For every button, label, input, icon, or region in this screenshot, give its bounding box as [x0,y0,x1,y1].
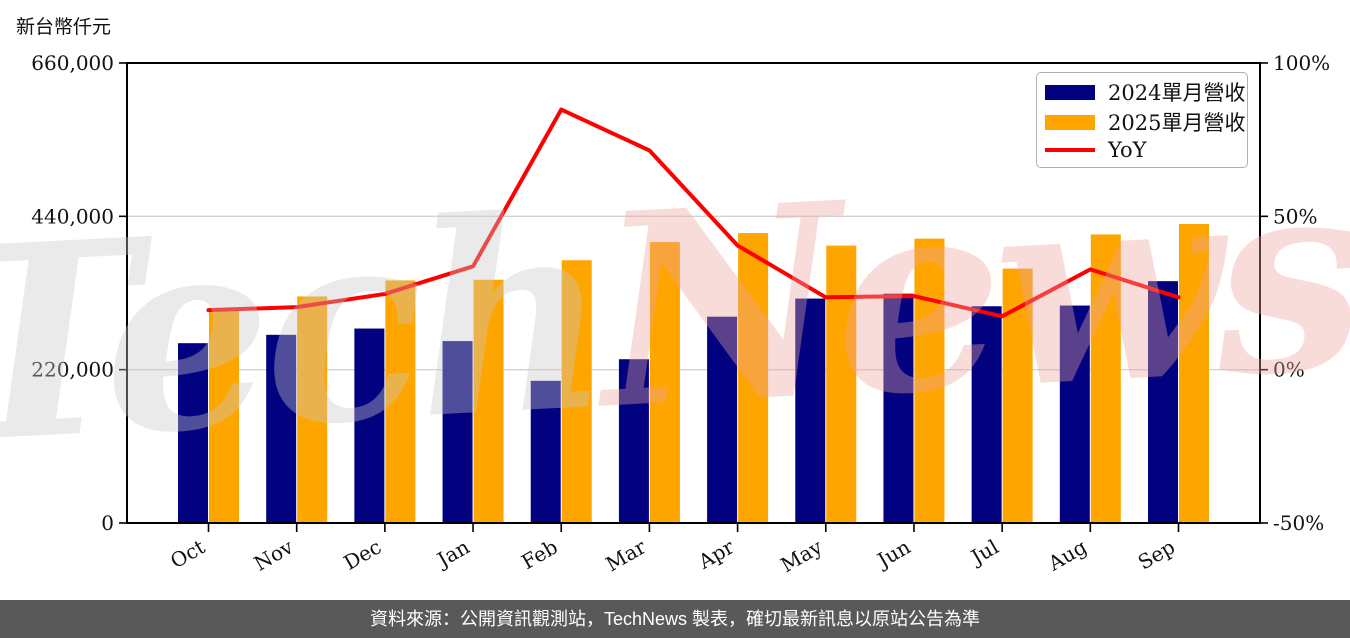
bar-2025單月營收-Feb [561,260,592,523]
bar-2024單月營收-Apr [707,316,738,523]
bar-2025單月營收-Aug [1090,234,1121,524]
legend-row-yoy: YoY [1045,137,1239,163]
bar-2024單月營收-Jul [971,306,1002,523]
bar-2024單月營收-Jan [442,341,473,523]
x-axis-label-Sep: Sep [1134,535,1179,575]
bar-2024單月營收-Aug [1059,305,1090,523]
bar-2025單月營收-Apr [738,233,769,523]
x-axis-label-Jun: Jun [871,534,914,573]
x-axis-label-Feb: Feb [517,535,561,574]
bar-2024單月營收-Nov [266,334,297,523]
legend-swatch-2025 [1045,114,1095,130]
pct-axis-label--50: -50% [1273,511,1324,535]
revenue-chart-svg: 0 220,000 440,000 660,000 -50% 0% 50% 100% Oct No… [31,51,1330,577]
bar-2025單月營收-Dec [385,280,416,523]
x-axis-label-Jul: Jul [965,535,1002,570]
x-axis-label-Aug: Aug [1043,534,1091,575]
y-axis-label-0: 0 [101,511,114,535]
bar-2024單月營收-Dec [354,328,385,523]
legend-row-2024: 2024單月營收 [1045,77,1245,107]
bar-2025單月營收-Jan [473,279,504,523]
x-axis-label-May: May [776,534,826,577]
y-axis-unit-label: 新台幣仟元 [16,16,112,38]
pct-axis-label-50: 50% [1273,204,1317,228]
bar-2025單月營收-Sep [1179,224,1209,523]
y-axis-label-220000: 220,000 [31,358,114,382]
source-caption: 資料來源：公開資訊觀測站，TechNews 製表，確切最新訊息以原站公告為準 [0,600,1350,638]
pct-axis-label-0: 0% [1273,358,1305,382]
bar-2024單月營收-May [795,298,826,523]
bar-2025單月營收-Jul [1002,268,1033,523]
bar-2025單月營收-Nov [297,296,328,523]
y-axis-label-440000: 440,000 [31,204,114,228]
bar-2025單月營收-Oct [209,308,239,523]
y-axis-label-660000: 660,000 [31,51,114,75]
x-axis-label-Mar: Mar [602,534,651,576]
bar-2025單月營收-Mar [649,242,680,523]
bar-2024單月營收-Feb [530,380,561,523]
chart-legend: 2024單月營收 2025單月營收 YoY [1036,72,1248,168]
bar-2024單月營收-Oct [178,343,208,523]
bar-2025單月營收-May [826,245,857,523]
legend-line-yoy [1045,148,1095,152]
bar-2024單月營收-Sep [1148,281,1178,523]
yoy-line [206,107,1181,319]
x-axis-label-Nov: Nov [250,534,298,576]
bar-2024單月營收-Jun [883,293,914,523]
plot-border [126,62,1261,524]
bar-2025單月營收-Jun [914,238,945,524]
legend-swatch-2024 [1045,84,1095,100]
legend-label-2025: 2025單月營收 [1108,111,1246,135]
x-axis-label-Oct: Oct [166,535,209,574]
bar-2024單月營收-Mar [618,359,649,523]
x-axis-label-Jan: Jan [431,534,473,572]
x-axis-label-Dec: Dec [340,535,386,575]
legend-label-yoy: YoY [1108,138,1147,162]
legend-row-2025: 2025單月營收 [1045,107,1245,137]
x-axis-label-Apr: Apr [693,534,738,574]
pct-axis-label-100: 100% [1273,51,1330,75]
legend-label-2024: 2024單月營收 [1108,81,1246,105]
